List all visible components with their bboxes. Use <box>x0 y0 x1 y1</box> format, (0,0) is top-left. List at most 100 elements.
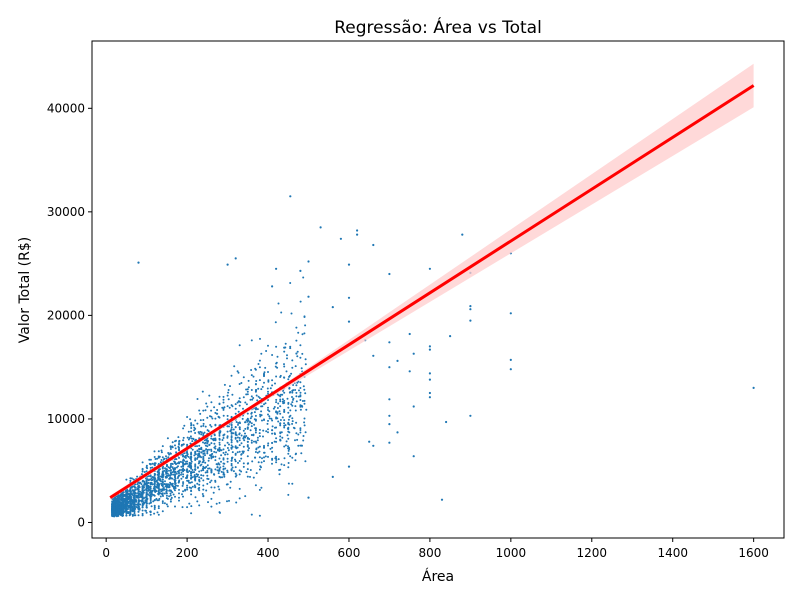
data-point <box>174 495 176 498</box>
data-point <box>169 464 172 467</box>
x-tick-label: 0 <box>102 546 110 560</box>
data-point <box>157 492 160 495</box>
data-point <box>287 422 290 425</box>
data-point <box>165 488 168 491</box>
data-point <box>279 435 282 438</box>
data-point <box>258 359 261 362</box>
data-point <box>210 471 213 474</box>
data-point <box>125 512 128 515</box>
data-point <box>275 345 278 348</box>
data-point <box>274 382 276 385</box>
data-point <box>230 444 233 447</box>
data-point <box>294 453 297 456</box>
data-point <box>202 467 205 470</box>
data-point <box>246 445 249 448</box>
data-point <box>253 440 255 443</box>
data-point <box>187 430 190 433</box>
data-point <box>165 472 168 475</box>
data-point <box>161 510 164 513</box>
data-point <box>187 455 190 458</box>
data-point <box>186 484 189 487</box>
data-point <box>221 476 224 479</box>
data-point <box>121 515 124 517</box>
data-point <box>236 370 239 373</box>
data-point <box>300 367 303 370</box>
data-point <box>303 332 306 335</box>
data-point <box>268 415 271 418</box>
data-point <box>256 399 259 402</box>
data-point <box>250 434 253 436</box>
data-point <box>174 440 176 443</box>
data-point <box>182 439 185 442</box>
data-point <box>157 475 160 477</box>
data-point <box>182 454 185 457</box>
data-point <box>219 466 222 469</box>
data-point <box>186 416 189 418</box>
data-point <box>204 454 206 457</box>
data-point <box>234 436 237 439</box>
data-point <box>267 406 269 409</box>
data-point <box>240 434 243 437</box>
data-point <box>219 448 222 451</box>
data-point <box>191 448 194 451</box>
data-point <box>172 486 175 489</box>
data-point <box>260 461 263 464</box>
data-point <box>227 398 230 401</box>
data-point <box>161 467 164 470</box>
data-point <box>149 485 152 488</box>
data-point <box>204 409 207 412</box>
data-point <box>246 412 249 415</box>
data-point <box>234 407 237 410</box>
data-point <box>290 403 293 406</box>
data-point <box>174 505 176 508</box>
data-point <box>145 466 148 469</box>
data-point <box>144 477 147 480</box>
data-point <box>287 437 290 440</box>
data-point <box>169 492 172 495</box>
data-point <box>223 433 226 436</box>
data-point <box>226 405 229 408</box>
data-point <box>174 470 176 473</box>
data-point <box>218 488 221 491</box>
data-point <box>196 449 199 452</box>
data-point <box>234 460 237 463</box>
data-point <box>137 504 140 507</box>
data-point <box>240 382 243 384</box>
data-point <box>157 450 160 453</box>
data-point <box>181 461 184 464</box>
data-point <box>297 433 300 436</box>
data-point <box>172 473 175 476</box>
data-point <box>169 474 172 477</box>
data-point <box>171 441 174 444</box>
data-point <box>260 410 263 413</box>
data-point <box>135 503 138 506</box>
data-point <box>156 482 159 485</box>
data-point <box>190 451 193 454</box>
data-point <box>388 366 391 369</box>
data-point <box>255 380 258 382</box>
x-tick-label: 800 <box>418 546 441 560</box>
data-point <box>275 375 278 378</box>
data-point <box>171 482 174 485</box>
data-point <box>121 509 124 512</box>
data-point <box>193 429 196 432</box>
data-point <box>283 365 286 368</box>
data-point <box>247 386 250 389</box>
data-point <box>288 375 290 378</box>
data-point <box>276 407 279 409</box>
data-point <box>244 495 247 498</box>
data-point <box>255 394 258 397</box>
data-point <box>141 512 144 515</box>
data-point <box>160 449 163 452</box>
data-point <box>129 510 132 513</box>
scatter-cloud <box>111 195 755 518</box>
data-point <box>267 409 269 411</box>
data-point <box>388 272 391 276</box>
data-point <box>121 500 124 503</box>
data-point <box>230 415 233 418</box>
data-point <box>136 483 139 486</box>
data-point <box>240 470 243 473</box>
data-point <box>280 463 283 466</box>
data-point <box>194 479 197 482</box>
data-point <box>191 440 194 443</box>
